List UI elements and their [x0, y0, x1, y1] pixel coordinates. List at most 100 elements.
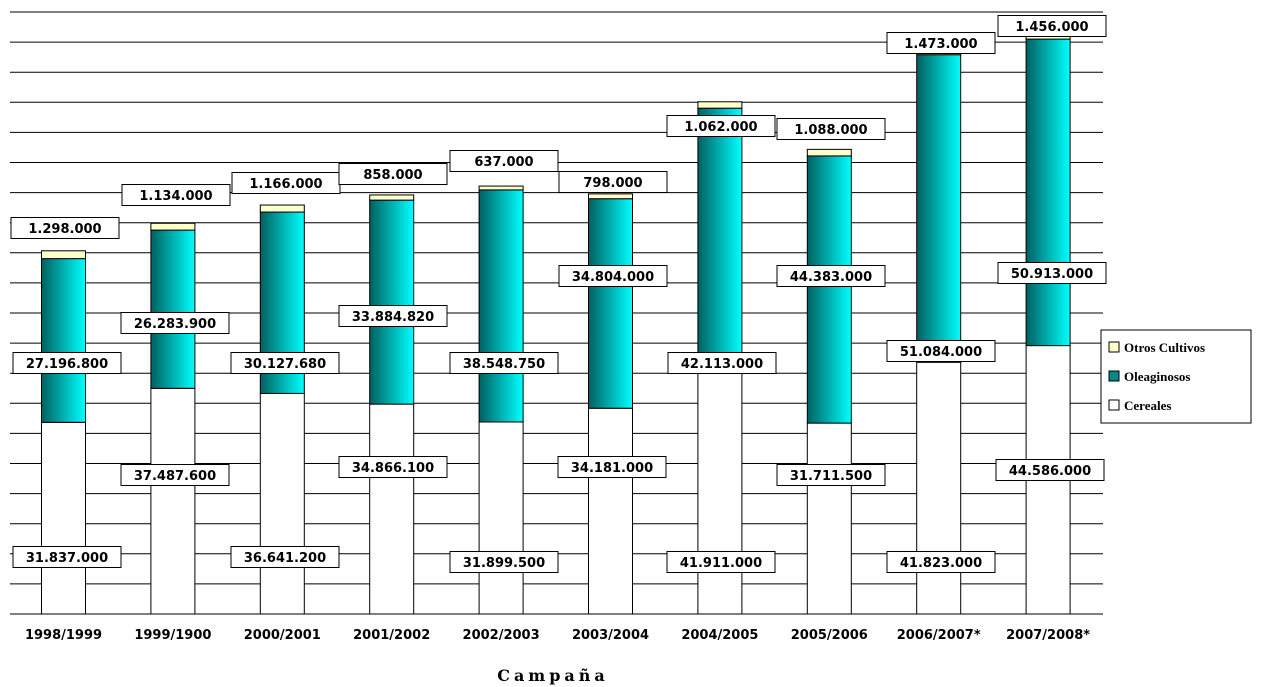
data-label-box	[338, 456, 448, 478]
x-tick-label: 2007/2008*	[1006, 628, 1090, 643]
bar-oleaginosos	[41, 258, 86, 423]
bar-otros	[259, 204, 305, 213]
data-label-cereales: 41.911.000	[666, 551, 776, 573]
bar-otros	[588, 193, 633, 200]
data-label-oleaginosos: 30.127.680	[230, 352, 340, 374]
data-label-box	[666, 115, 776, 137]
data-label-text: 1.088.000	[794, 123, 867, 138]
data-label-text: 41.823.000	[900, 556, 982, 571]
data-label-box	[449, 352, 559, 374]
bar-cereales	[41, 421, 86, 615]
data-label-box	[667, 352, 777, 374]
legend-swatch-oleaginosos	[1108, 370, 1120, 382]
data-label-box	[776, 464, 886, 486]
data-label-cereales: 36.641.200	[230, 546, 340, 568]
data-label-oleaginosos: 34.804.000	[558, 265, 668, 287]
data-label-oleaginosos: 42.113.000	[667, 352, 777, 374]
data-label-text: 33.884.820	[352, 310, 434, 325]
data-label-text: 34.804.000	[572, 270, 654, 285]
data-label-text: 42.113.000	[681, 357, 763, 372]
data-label-text: 34.181.000	[571, 461, 653, 476]
data-label-oleaginosos: 51.084.000	[886, 340, 996, 362]
bar-cereales	[588, 407, 633, 615]
data-label-box	[338, 163, 448, 185]
x-tick-label: 1999/1900	[134, 628, 211, 643]
data-label-cereales: 31.711.500	[776, 464, 886, 486]
data-label-cereales: 44.586.000	[995, 459, 1105, 481]
data-label-cereales: 31.899.500	[449, 551, 559, 573]
data-label-text: 26.283.900	[134, 317, 216, 332]
data-label-box	[449, 150, 559, 172]
data-label-box	[997, 15, 1107, 37]
data-label-box	[997, 262, 1107, 284]
bar-cereales	[369, 403, 415, 615]
data-label-otros: 1.088.000	[776, 118, 886, 140]
data-label-text: 1.134.000	[139, 189, 212, 204]
data-label-box	[776, 265, 886, 287]
data-label-box	[230, 546, 340, 568]
data-label-text: 41.911.000	[680, 556, 762, 571]
x-tick-label: 2000/2001	[244, 628, 321, 643]
data-label-text: 637.000	[474, 155, 533, 170]
data-label-box	[338, 305, 448, 327]
x-tick-label: 2006/2007*	[897, 628, 981, 643]
bar-otros	[697, 101, 743, 109]
data-label-oleaginosos: 50.913.000	[997, 262, 1107, 284]
bar-otros	[478, 185, 524, 191]
legend-box	[1100, 329, 1252, 424]
data-label-box	[449, 551, 559, 573]
data-label-text: 37.487.600	[134, 469, 216, 484]
bar-cereales	[697, 361, 743, 615]
data-label-box	[230, 352, 340, 374]
data-label-box	[558, 265, 668, 287]
data-label-box	[558, 171, 668, 193]
data-label-box	[776, 118, 886, 140]
legend-label-otros: Otros Cultivos	[1124, 340, 1205, 355]
data-label-text: 1.298.000	[28, 222, 101, 237]
data-label-cereales: 34.866.100	[338, 456, 448, 478]
bar-otros	[41, 250, 86, 260]
data-label-text: 858.000	[363, 168, 422, 183]
data-label-text: 44.383.000	[790, 270, 872, 285]
legend-swatch-otros	[1108, 341, 1120, 353]
data-label-box	[12, 546, 122, 568]
data-label-box	[995, 459, 1105, 481]
data-label-box	[666, 551, 776, 573]
data-label-oleaginosos: 27.196.800	[12, 352, 122, 374]
data-label-cereales: 34.181.000	[557, 456, 667, 478]
data-label-otros: 1.456.000	[997, 15, 1107, 37]
data-label-box	[121, 184, 231, 206]
data-label-box	[886, 340, 996, 362]
bar-cereales	[150, 387, 196, 615]
x-tick-label: 1998/1999	[25, 628, 102, 643]
legend-swatch-cereales	[1108, 399, 1120, 411]
data-label-text: 44.586.000	[1009, 464, 1091, 479]
data-labels: 31.837.000 37.487.600 36.641.200 34.866.100…	[10, 15, 1107, 573]
bar-oleaginosos	[369, 199, 415, 405]
data-label-otros: 858.000	[338, 163, 448, 185]
data-label-box	[120, 464, 230, 486]
bar-oleaginosos	[806, 155, 852, 424]
data-label-text: 50.913.000	[1011, 267, 1093, 282]
data-label-box	[557, 456, 667, 478]
data-label-cereales: 41.823.000	[886, 551, 996, 573]
data-label-otros: 1.062.000	[666, 115, 776, 137]
data-label-text: 31.837.000	[26, 551, 108, 566]
bar-oleaginosos	[478, 189, 524, 423]
bar-oleaginosos	[588, 198, 633, 409]
data-label-text: 798.000	[583, 176, 642, 191]
data-label-box	[10, 217, 120, 239]
data-label-otros: 798.000	[558, 171, 668, 193]
x-tick-label: 2002/2003	[463, 628, 540, 643]
data-label-box	[886, 551, 996, 573]
bar-otros	[369, 194, 415, 201]
data-label-text: 27.196.800	[26, 357, 108, 372]
legend-label-cereales: Cereales	[1124, 398, 1171, 413]
bar-oleaginosos	[150, 229, 196, 389]
x-tick-label: 2004/2005	[681, 628, 758, 643]
data-label-text: 1.473.000	[904, 37, 977, 52]
data-label-text: 1.062.000	[684, 120, 757, 135]
data-label-text: 31.711.500	[790, 469, 872, 484]
data-label-text: 1.456.000	[1015, 20, 1088, 35]
